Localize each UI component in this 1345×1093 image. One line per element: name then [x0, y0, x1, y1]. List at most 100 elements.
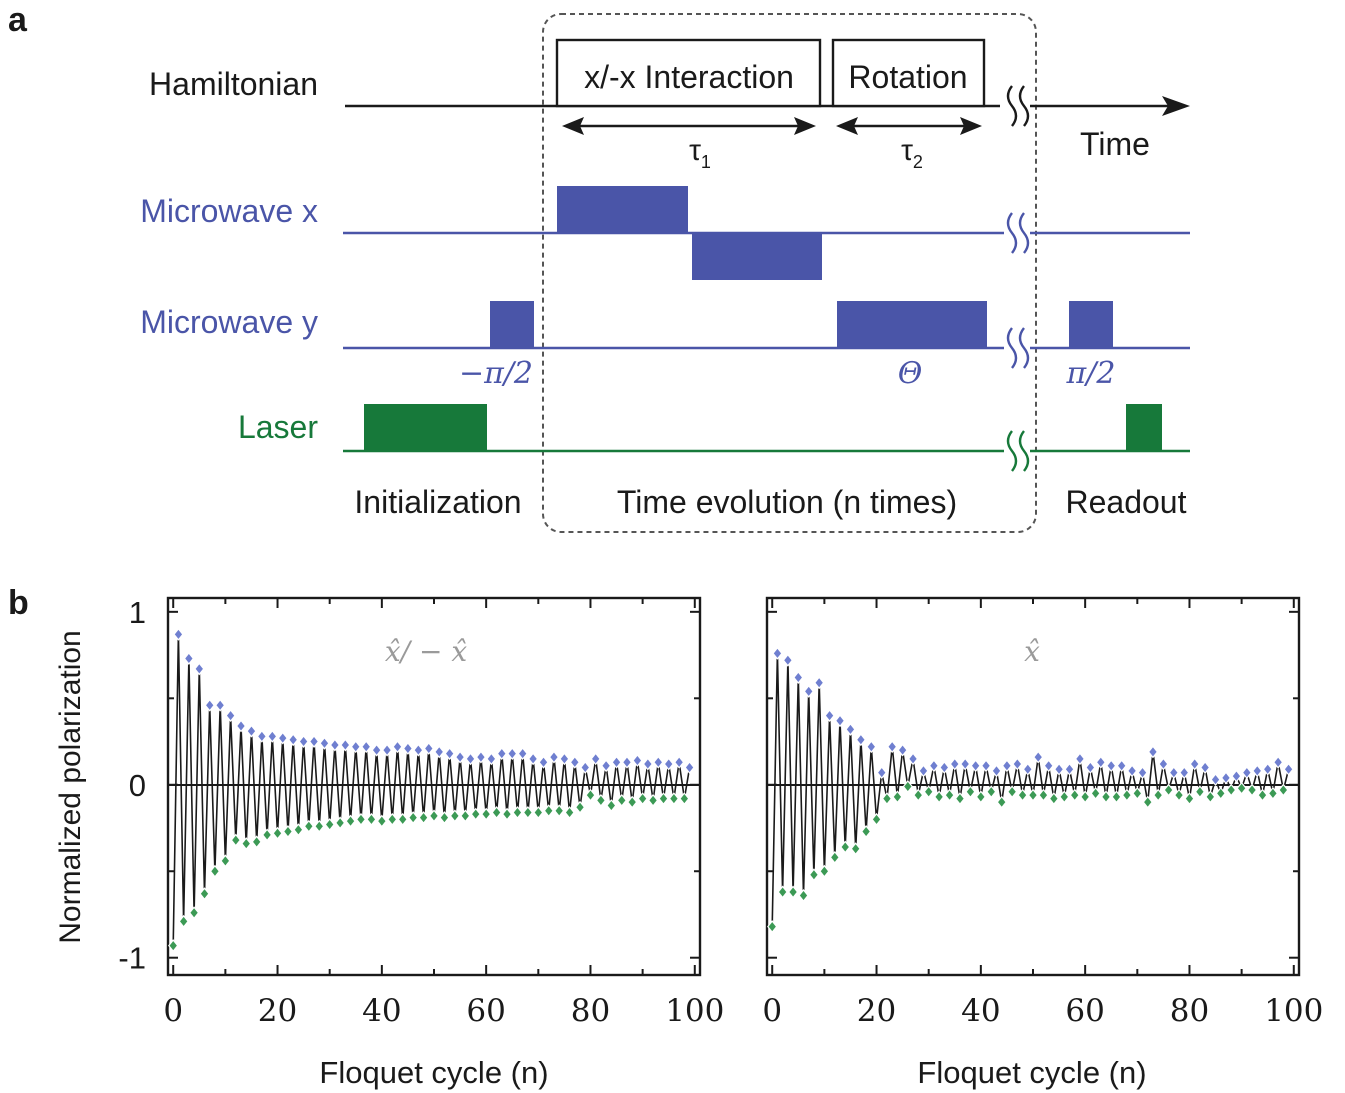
data-point-positive: [350, 740, 361, 754]
data-point-positive: [527, 752, 539, 766]
data-point-negative: [1006, 785, 1018, 799]
data-point-negative: [470, 807, 481, 821]
x-tick-label: 20: [857, 993, 896, 1029]
data-point-positive: [1241, 766, 1253, 780]
data-point-positive: [949, 757, 960, 771]
data-point-positive: [423, 741, 434, 755]
data-point-positive: [298, 735, 309, 748]
data-point-positive: [507, 747, 518, 761]
data-point-positive: [845, 722, 856, 736]
data-point-negative: [1111, 790, 1122, 804]
data-point-negative: [944, 788, 955, 802]
phase-label-time-evolution: Time evolution (n times): [617, 484, 957, 520]
data-point-positive: [496, 747, 507, 761]
data-point-positive: [277, 731, 288, 745]
data-point-positive: [538, 755, 549, 769]
data-point-positive: [569, 755, 580, 769]
data-point-negative: [397, 812, 408, 826]
time-arrow-head: [1162, 96, 1190, 116]
data-point-negative: [1027, 788, 1039, 802]
data-point-negative: [272, 826, 283, 840]
data-point-positive: [855, 733, 867, 747]
data-point-positive: [611, 755, 622, 769]
data-point-positive: [413, 743, 424, 757]
data-point-negative: [819, 864, 830, 878]
pulse-label-pi-half: π/2: [1066, 356, 1116, 391]
data-point-negative: [829, 850, 840, 864]
data-point-negative: [585, 788, 596, 802]
tau2-label: τ2: [901, 134, 923, 172]
y-axis-label: Normalized polarization: [54, 630, 87, 943]
data-point-negative: [1121, 788, 1133, 802]
x-axis-label: Floquet cycle (n): [319, 1055, 548, 1090]
data-point-negative: [606, 799, 617, 812]
microwave-y-pulse-theta: [837, 301, 987, 348]
data-point-negative: [647, 793, 659, 807]
microwave-y-pulse-pi-half: [1069, 301, 1113, 348]
data-point-positive: [486, 752, 497, 766]
data-point-negative: [1205, 790, 1216, 804]
data-point-positive: [288, 733, 299, 747]
row-label-hamiltonian: Hamiltonian: [149, 66, 318, 102]
data-point-negative: [1184, 792, 1195, 806]
data-point-positive: [980, 759, 992, 773]
interaction-box: [555, 38, 822, 108]
data-point-positive: [1012, 757, 1023, 771]
data-point-positive: [454, 750, 466, 764]
tau1-arrow: [562, 117, 816, 135]
x-tick-label: 40: [362, 993, 401, 1029]
data-point-positive: [204, 698, 215, 712]
data-point-negative: [387, 812, 398, 826]
data-point-negative: [533, 805, 544, 819]
data-point-positive: [684, 761, 695, 774]
data-point-negative: [1048, 792, 1060, 806]
data-point-negative: [923, 785, 934, 799]
data-point-negative: [860, 825, 872, 838]
axis-ticks: 0 20 40 60 80 100 -1 0 1: [118, 595, 724, 1029]
data-point-positive: [834, 714, 846, 728]
x-tick-label: 60: [466, 993, 505, 1029]
data-point-positive: [329, 738, 341, 752]
data-point-positive: [1158, 757, 1169, 771]
data-point-positive: [887, 740, 898, 754]
data-point-positive: [434, 745, 445, 759]
data-point-positive: [772, 646, 783, 660]
axis-break-hamiltonian: [1006, 85, 1030, 127]
data-point-negative: [522, 805, 534, 819]
tau2-arrow: [836, 117, 982, 135]
data-point-negative: [355, 812, 367, 826]
data-point-negative: [209, 864, 221, 878]
data-point-positive: [361, 740, 372, 754]
axis-break-microwave-y: [1006, 327, 1030, 369]
data-point-negative: [1278, 783, 1289, 797]
data-point-positive: [1147, 745, 1159, 759]
data-point-positive: [653, 755, 664, 769]
laser-pulse-initialization: [364, 404, 487, 451]
x-tick-label: 60: [1065, 993, 1104, 1029]
data-point-positive: [1189, 757, 1200, 771]
data-point-negative: [303, 819, 314, 833]
data-point-positive: [1106, 759, 1117, 773]
data-point-positive: [970, 759, 981, 773]
data-point-positive: [1043, 759, 1054, 773]
data-point-negative: [892, 790, 903, 804]
data-point-negative: [850, 842, 861, 856]
data-point-negative: [777, 885, 788, 899]
data-point-negative: [491, 805, 502, 819]
data-point-negative: [574, 800, 586, 814]
data-point-positive: [235, 719, 247, 733]
data-point-negative: [1090, 786, 1101, 800]
data-point-positive: [1116, 759, 1127, 773]
pulse-label-minus-pi-half: −π/2: [459, 356, 533, 391]
microwave-y-pulse-minus-pi-half: [490, 301, 534, 348]
data-point-negative: [787, 885, 799, 899]
data-point-positive: [1053, 762, 1065, 776]
data-point-positive: [308, 735, 320, 748]
y-tick-label: 1: [129, 595, 146, 630]
data-point-positive: [876, 766, 887, 780]
phase-label-readout: Readout: [1066, 484, 1187, 520]
data-point-positive: [813, 676, 825, 690]
data-point-negative: [965, 785, 976, 799]
data-point-negative: [1194, 785, 1206, 799]
x-tick-label: 20: [258, 993, 297, 1029]
